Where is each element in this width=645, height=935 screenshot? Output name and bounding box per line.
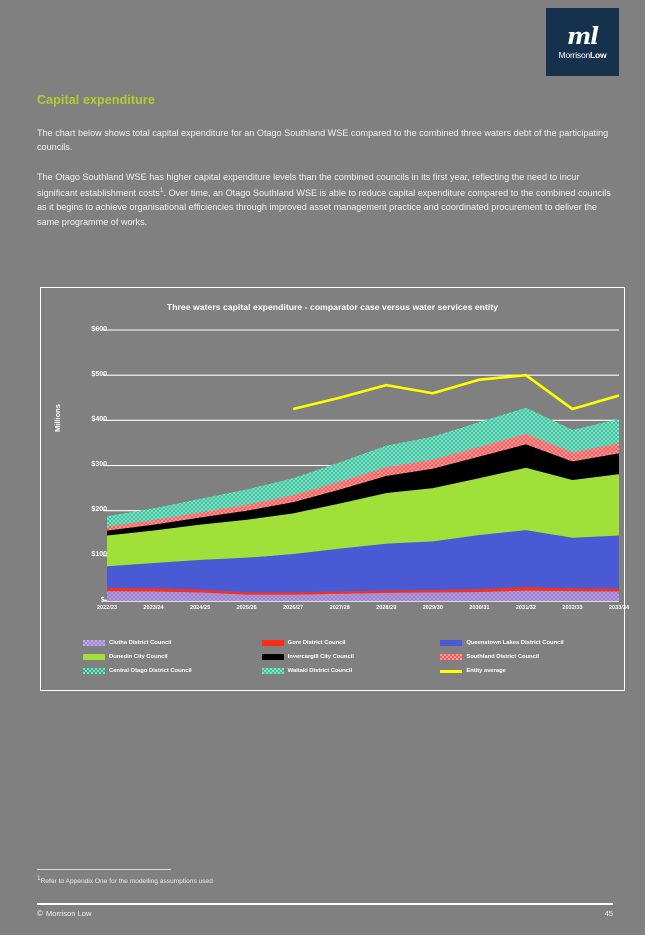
logo-wordmark: MorrisonLow bbox=[559, 50, 607, 60]
x-axis-tick-label: 2029/30 bbox=[422, 605, 443, 611]
y-axis-tick-label: $- bbox=[100, 596, 107, 604]
footnote-marker: 1 bbox=[37, 875, 41, 882]
legend-swatch bbox=[83, 640, 105, 646]
x-axis-tick-labels: 2022/23 2023/24 2024/25 2025/26 2026/27 2027/… bbox=[41, 601, 630, 615]
legend-label: Dunedin City Council bbox=[109, 654, 168, 660]
y-axis-tick-label: $100 bbox=[91, 551, 107, 559]
legend-swatch bbox=[261, 640, 284, 646]
logo-monogram: ml bbox=[566, 22, 599, 50]
legend-label: Clutha District Council bbox=[109, 640, 172, 646]
legend-label: Queenstown Lakes District Council bbox=[466, 640, 564, 646]
footnote-reference-marker: 1 bbox=[159, 187, 164, 195]
legend-item: Queenstown Lakes District Council bbox=[440, 636, 613, 650]
legend-label: Invercargill City Council bbox=[287, 654, 354, 660]
legend-item: Waitaki District Council bbox=[261, 664, 435, 678]
legend-label: Southland District Council bbox=[466, 654, 539, 660]
legend-label: Gore District Council bbox=[287, 640, 346, 646]
footnote-text: Refer to Appendix One for the modelling … bbox=[40, 878, 213, 886]
chart-series-area bbox=[107, 407, 619, 527]
y-axis-tick-label: $400 bbox=[91, 415, 107, 423]
logo-word-low: Low bbox=[590, 49, 607, 60]
chart-area-series bbox=[107, 407, 619, 601]
chart-entity-average-line bbox=[292, 373, 620, 411]
x-axis-tick-label: 2024/25 bbox=[189, 605, 211, 611]
chart-title: Three waters capital expenditure - compa… bbox=[166, 302, 499, 312]
y-axis-tick-label: $600 bbox=[91, 325, 107, 333]
legend-item: Southland District Council bbox=[440, 650, 613, 664]
legend-swatch bbox=[261, 668, 284, 674]
copyright-icon: © bbox=[37, 909, 43, 918]
chart-svg bbox=[103, 329, 620, 602]
chart-series-area bbox=[107, 590, 619, 601]
legend-item: Entity average bbox=[440, 664, 613, 678]
x-axis-tick-label: 2022/23 bbox=[96, 605, 118, 611]
footer-divider bbox=[37, 903, 613, 905]
legend-label: Entity average bbox=[466, 668, 506, 674]
legend-swatch bbox=[83, 654, 105, 660]
page-title: Capital expenditure bbox=[37, 93, 155, 107]
chart-legend: Clutha District Council Gore District Cou… bbox=[83, 636, 613, 678]
footnote-divider bbox=[37, 869, 171, 870]
chart-plot-area bbox=[41, 288, 626, 692]
footer-copyright: © Morrison Low bbox=[37, 909, 91, 918]
legend-label: Waitaki District Council bbox=[287, 668, 353, 674]
footnote: 1Refer to Appendix One for the modelling… bbox=[37, 874, 213, 887]
x-axis-tick-label: 2028/29 bbox=[376, 605, 397, 611]
x-axis-tick-label: 2030/31 bbox=[469, 605, 490, 611]
chart-series-area bbox=[107, 586, 619, 595]
x-axis-tick-label: 2033/34 bbox=[608, 605, 630, 611]
y-axis-tick-labels: $600 $500 $400 $300 $200 $100 $- bbox=[67, 288, 107, 690]
legend-swatch bbox=[261, 654, 284, 660]
y-axis-tick-label: $300 bbox=[91, 461, 107, 468]
x-axis-tick-label: 2026/27 bbox=[283, 605, 304, 611]
legend-swatch bbox=[440, 654, 463, 660]
legend-swatch bbox=[83, 668, 105, 674]
x-axis-tick-label: 2025/26 bbox=[236, 605, 257, 611]
chart-series-area bbox=[107, 444, 619, 536]
page-number: 45 bbox=[604, 909, 613, 918]
intro-paragraph: The chart below shows total capital expe… bbox=[37, 128, 609, 153]
x-axis-tick-label: 2027/28 bbox=[329, 605, 350, 611]
analysis-paragraph: The Otago Southland WSE has higher capit… bbox=[37, 170, 613, 229]
chart-series-area bbox=[107, 467, 619, 567]
legend-item: Gore District Council bbox=[261, 636, 435, 650]
logo-word-morrison: Morrison bbox=[558, 49, 591, 60]
x-axis-tick-label: 2031/32 bbox=[515, 605, 537, 611]
legend-swatch bbox=[440, 669, 463, 673]
y-axis-tick-label: $500 bbox=[91, 370, 107, 378]
x-axis-tick-label: 2032/33 bbox=[562, 605, 583, 611]
legend-item: Clutha District Council bbox=[83, 636, 256, 650]
analysis-paragraph-part-2: . Over time, an Otago Southland WSE is a… bbox=[37, 188, 611, 227]
chart-container: Three waters capital expenditure - compa… bbox=[40, 287, 630, 692]
legend-label: Central Otago District Council bbox=[109, 668, 192, 674]
legend-item: Central Otago District Council bbox=[83, 664, 256, 678]
legend-swatch bbox=[440, 640, 463, 646]
analysis-paragraph-part-1: The Otago Southland WSE has higher capit… bbox=[37, 172, 580, 199]
chart-series-area bbox=[107, 530, 619, 593]
morrison-low-logo: ml MorrisonLow bbox=[546, 8, 619, 76]
y-axis-tick-label: $200 bbox=[91, 506, 107, 514]
x-axis-tick-label: 2023/24 bbox=[143, 605, 164, 611]
legend-item: Invercargill City Council bbox=[261, 650, 435, 664]
entity-average-polyline bbox=[292, 373, 620, 411]
legend-item: Dunedin City Council bbox=[83, 650, 256, 664]
footer-copyright-text: Morrison Low bbox=[45, 909, 92, 918]
chart-series-area bbox=[107, 433, 619, 531]
